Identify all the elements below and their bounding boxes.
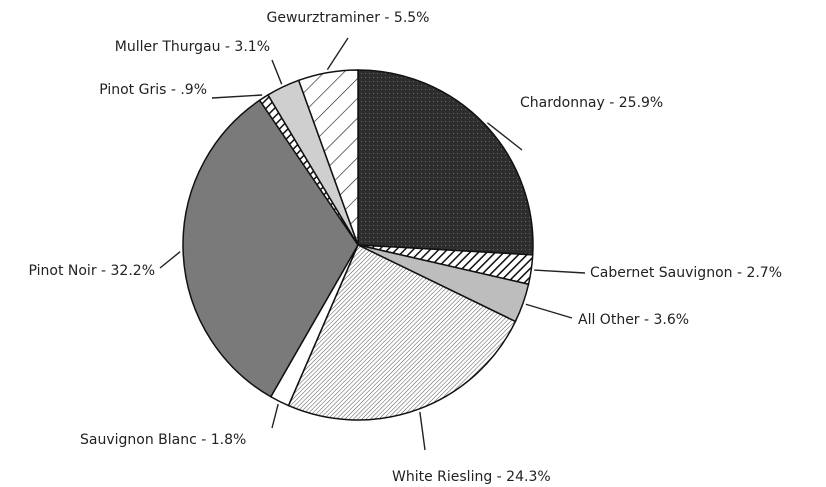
leader-line xyxy=(271,59,283,85)
slice-label: Sauvignon Blanc - 1.8% xyxy=(80,432,246,448)
slice-label: Gewurztraminer - 5.5% xyxy=(266,10,429,26)
leader-line xyxy=(534,269,586,274)
slice-label: Pinot Noir - 32.2% xyxy=(28,263,155,279)
leader-line xyxy=(211,94,263,99)
leader-line xyxy=(159,251,181,269)
pie-slice xyxy=(357,69,534,256)
leader-line xyxy=(271,403,279,429)
pie-slice xyxy=(287,243,517,421)
leader-line xyxy=(419,411,426,451)
slice-label: Cabernet Sauvignon - 2.7% xyxy=(590,265,782,281)
slice-label: All Other - 3.6% xyxy=(578,312,689,328)
leader-line xyxy=(326,37,349,71)
slice-label: Pinot Gris - .9% xyxy=(99,82,207,98)
leader-line xyxy=(486,122,523,151)
leader-line xyxy=(525,303,573,319)
slice-label: Muller Thurgau - 3.1% xyxy=(115,39,270,55)
pie-slice xyxy=(297,69,359,246)
slice-label: Chardonnay - 25.9% xyxy=(520,95,663,111)
pie-slice xyxy=(182,99,359,398)
slice-label: White Riesling - 24.3% xyxy=(392,469,551,485)
